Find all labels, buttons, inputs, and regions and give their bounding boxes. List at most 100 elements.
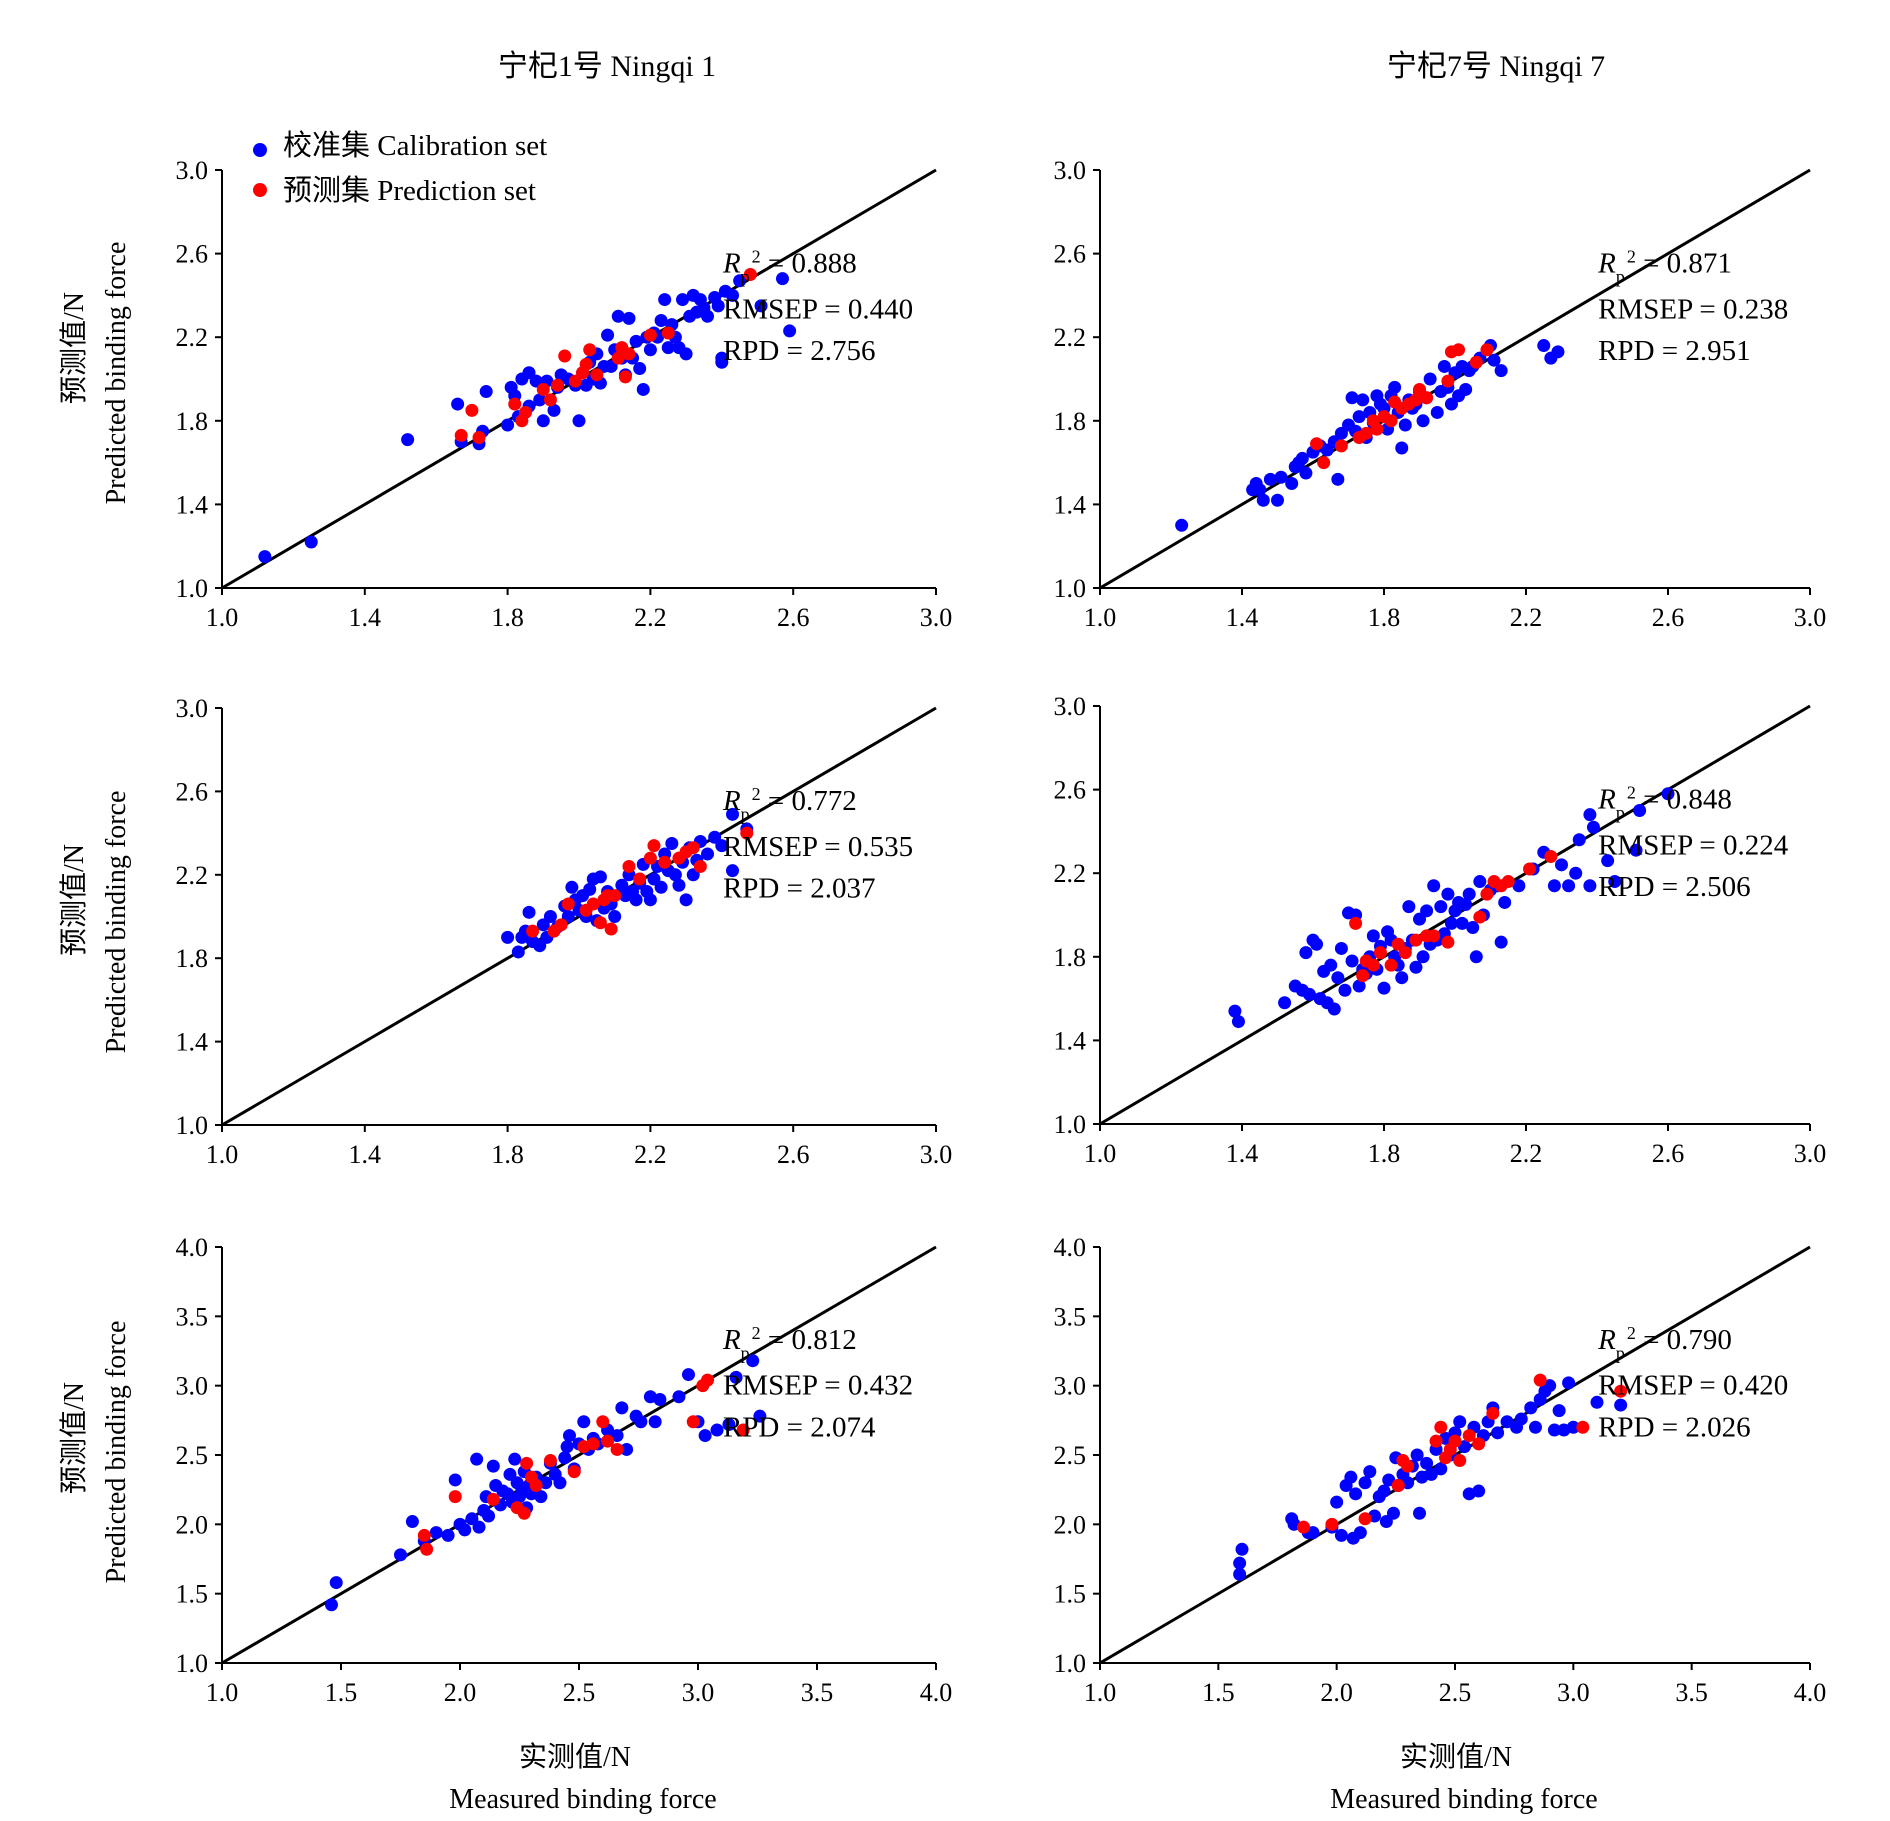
calibration-point [1423, 372, 1437, 386]
calibration-point [1583, 808, 1597, 822]
x-tick-label: 1.0 [1084, 1139, 1117, 1168]
calibration-point [643, 893, 657, 907]
prediction-point [1334, 439, 1348, 453]
calibration-point [661, 341, 675, 355]
x-tick-label: 3.0 [920, 1140, 953, 1169]
calibration-point [1306, 1526, 1320, 1540]
calibration-point [1494, 364, 1508, 378]
calibration-point [1271, 493, 1284, 507]
prediction-point [1420, 391, 1434, 405]
prediction-point [1462, 1429, 1476, 1443]
y-tick-label: 1.8 [176, 407, 209, 436]
stat-rpd: RPD = 2.951 [1598, 335, 1751, 367]
calibration-point [1235, 1542, 1249, 1556]
prediction-point [1469, 355, 1483, 369]
y-tick-label: 3.5 [176, 1302, 209, 1331]
x-tick-label: 1.0 [206, 603, 239, 632]
y-tick-label: 2.2 [1054, 323, 1087, 352]
x-tick-label: 3.5 [801, 1678, 834, 1707]
x-tick-label: 2.2 [1510, 603, 1543, 632]
x-tick-label: 1.0 [206, 1140, 239, 1169]
scatter-panel-3: 1.0 1.4 1.8 2.2 2.6 3.0 1.0 1.4 1.8 2.2 2.6 3.0 Rp2 … [176, 694, 953, 1169]
calibration-point [1330, 1495, 1344, 1509]
calibration-point [665, 837, 679, 851]
scatter-panel-5: 1.0 1.5 2.0 2.5 3.0 3.5 4.0 1.0 1.5 2.0 2.5 3.0 3.5 4… [176, 1233, 953, 1707]
calibration-point [715, 839, 729, 853]
calibration-point [648, 1415, 662, 1429]
prediction-point [1576, 1420, 1590, 1434]
calibration-point [486, 1459, 500, 1473]
calibration-point [1459, 382, 1473, 396]
x-tick-label: 3.0 [1557, 1678, 1590, 1707]
calibration-point [622, 311, 636, 325]
calibration-point [715, 351, 729, 365]
calibration-point [1353, 1526, 1367, 1540]
calibration-point [547, 403, 561, 417]
x-tick-label: 1.0 [1084, 1678, 1117, 1707]
prediction-point [1358, 1512, 1372, 1526]
x-tick-label: 2.6 [1652, 603, 1685, 632]
stat-r2: Rp2 = 0.888 [722, 246, 857, 286]
prediction-point [1452, 343, 1466, 357]
calibration-point [679, 893, 693, 907]
y-tick-label: 1.5 [1054, 1580, 1087, 1609]
calibration-series [1228, 787, 1675, 1029]
prediction-point [561, 897, 575, 911]
x-axis-title-cn-left: 实测值/N [519, 1741, 631, 1773]
stat-rpd: RPD = 2.756 [723, 335, 876, 367]
calibration-point [1500, 1415, 1514, 1429]
y-axis-title-cn: 预测值/N [58, 292, 90, 404]
calibration-point [601, 328, 615, 342]
prediction-point [1401, 1459, 1415, 1473]
calibration-point [634, 1415, 648, 1429]
calibration-point [1352, 410, 1366, 424]
calibration-point [1590, 1395, 1604, 1409]
calibration-point [1427, 879, 1441, 893]
x-axis-title-en-left: Measured binding force [449, 1784, 716, 1815]
prediction-point [454, 428, 468, 442]
prediction-point [686, 841, 700, 855]
prediction-point [1448, 1434, 1462, 1448]
calibration-point [1466, 921, 1480, 935]
calibration-point [1345, 954, 1359, 968]
x-tick-label: 1.4 [349, 603, 382, 632]
prediction-point [608, 889, 622, 903]
y-tick-label: 1.0 [1054, 1110, 1087, 1139]
y-tick-label: 2.0 [1054, 1510, 1087, 1539]
legend-prediction-label: 预测集 Prediction set [283, 174, 536, 207]
calibration-point [1331, 472, 1345, 486]
prediction-point [526, 924, 540, 938]
calibration-point [1327, 1002, 1341, 1016]
x-tick-label: 1.0 [206, 1678, 239, 1707]
calibration-point [458, 1523, 472, 1537]
calibration-point [633, 362, 647, 376]
x-tick-label: 2.2 [634, 1140, 667, 1169]
x-tick-label: 2.6 [777, 1140, 810, 1169]
column-title-ningqi-1: 宁杞1号 Ningqi 1 [498, 50, 716, 83]
x-tick-label: 2.0 [444, 1678, 477, 1707]
calibration-point [1543, 1379, 1557, 1393]
prediction-point [551, 378, 565, 392]
x-tick-label: 1.4 [1226, 603, 1259, 632]
x-tick-label: 1.8 [1368, 1139, 1401, 1168]
calibration-point [654, 880, 668, 894]
prediction-point [1544, 849, 1558, 863]
prediction-point [658, 855, 672, 869]
calibration-point [324, 1598, 338, 1612]
calibration-point [562, 1429, 576, 1443]
calibration-point [1528, 1420, 1542, 1434]
calibration-point [754, 299, 768, 313]
calibration-point [729, 1370, 743, 1384]
calibration-point [1358, 1476, 1372, 1490]
y-tick-label: 1.4 [1054, 1026, 1087, 1055]
stat-rmsep: RMSEP = 0.420 [1598, 1370, 1788, 1402]
y-tick-label: 1.0 [176, 1111, 209, 1140]
calibration-point [258, 550, 272, 564]
calibration-point [1551, 345, 1565, 359]
y-tick-label: 2.6 [176, 240, 209, 269]
calibration-point [1398, 418, 1412, 432]
calibration-point [1491, 1426, 1505, 1440]
calibration-point [1586, 820, 1600, 834]
x-tick-label: 1.0 [1084, 603, 1117, 632]
